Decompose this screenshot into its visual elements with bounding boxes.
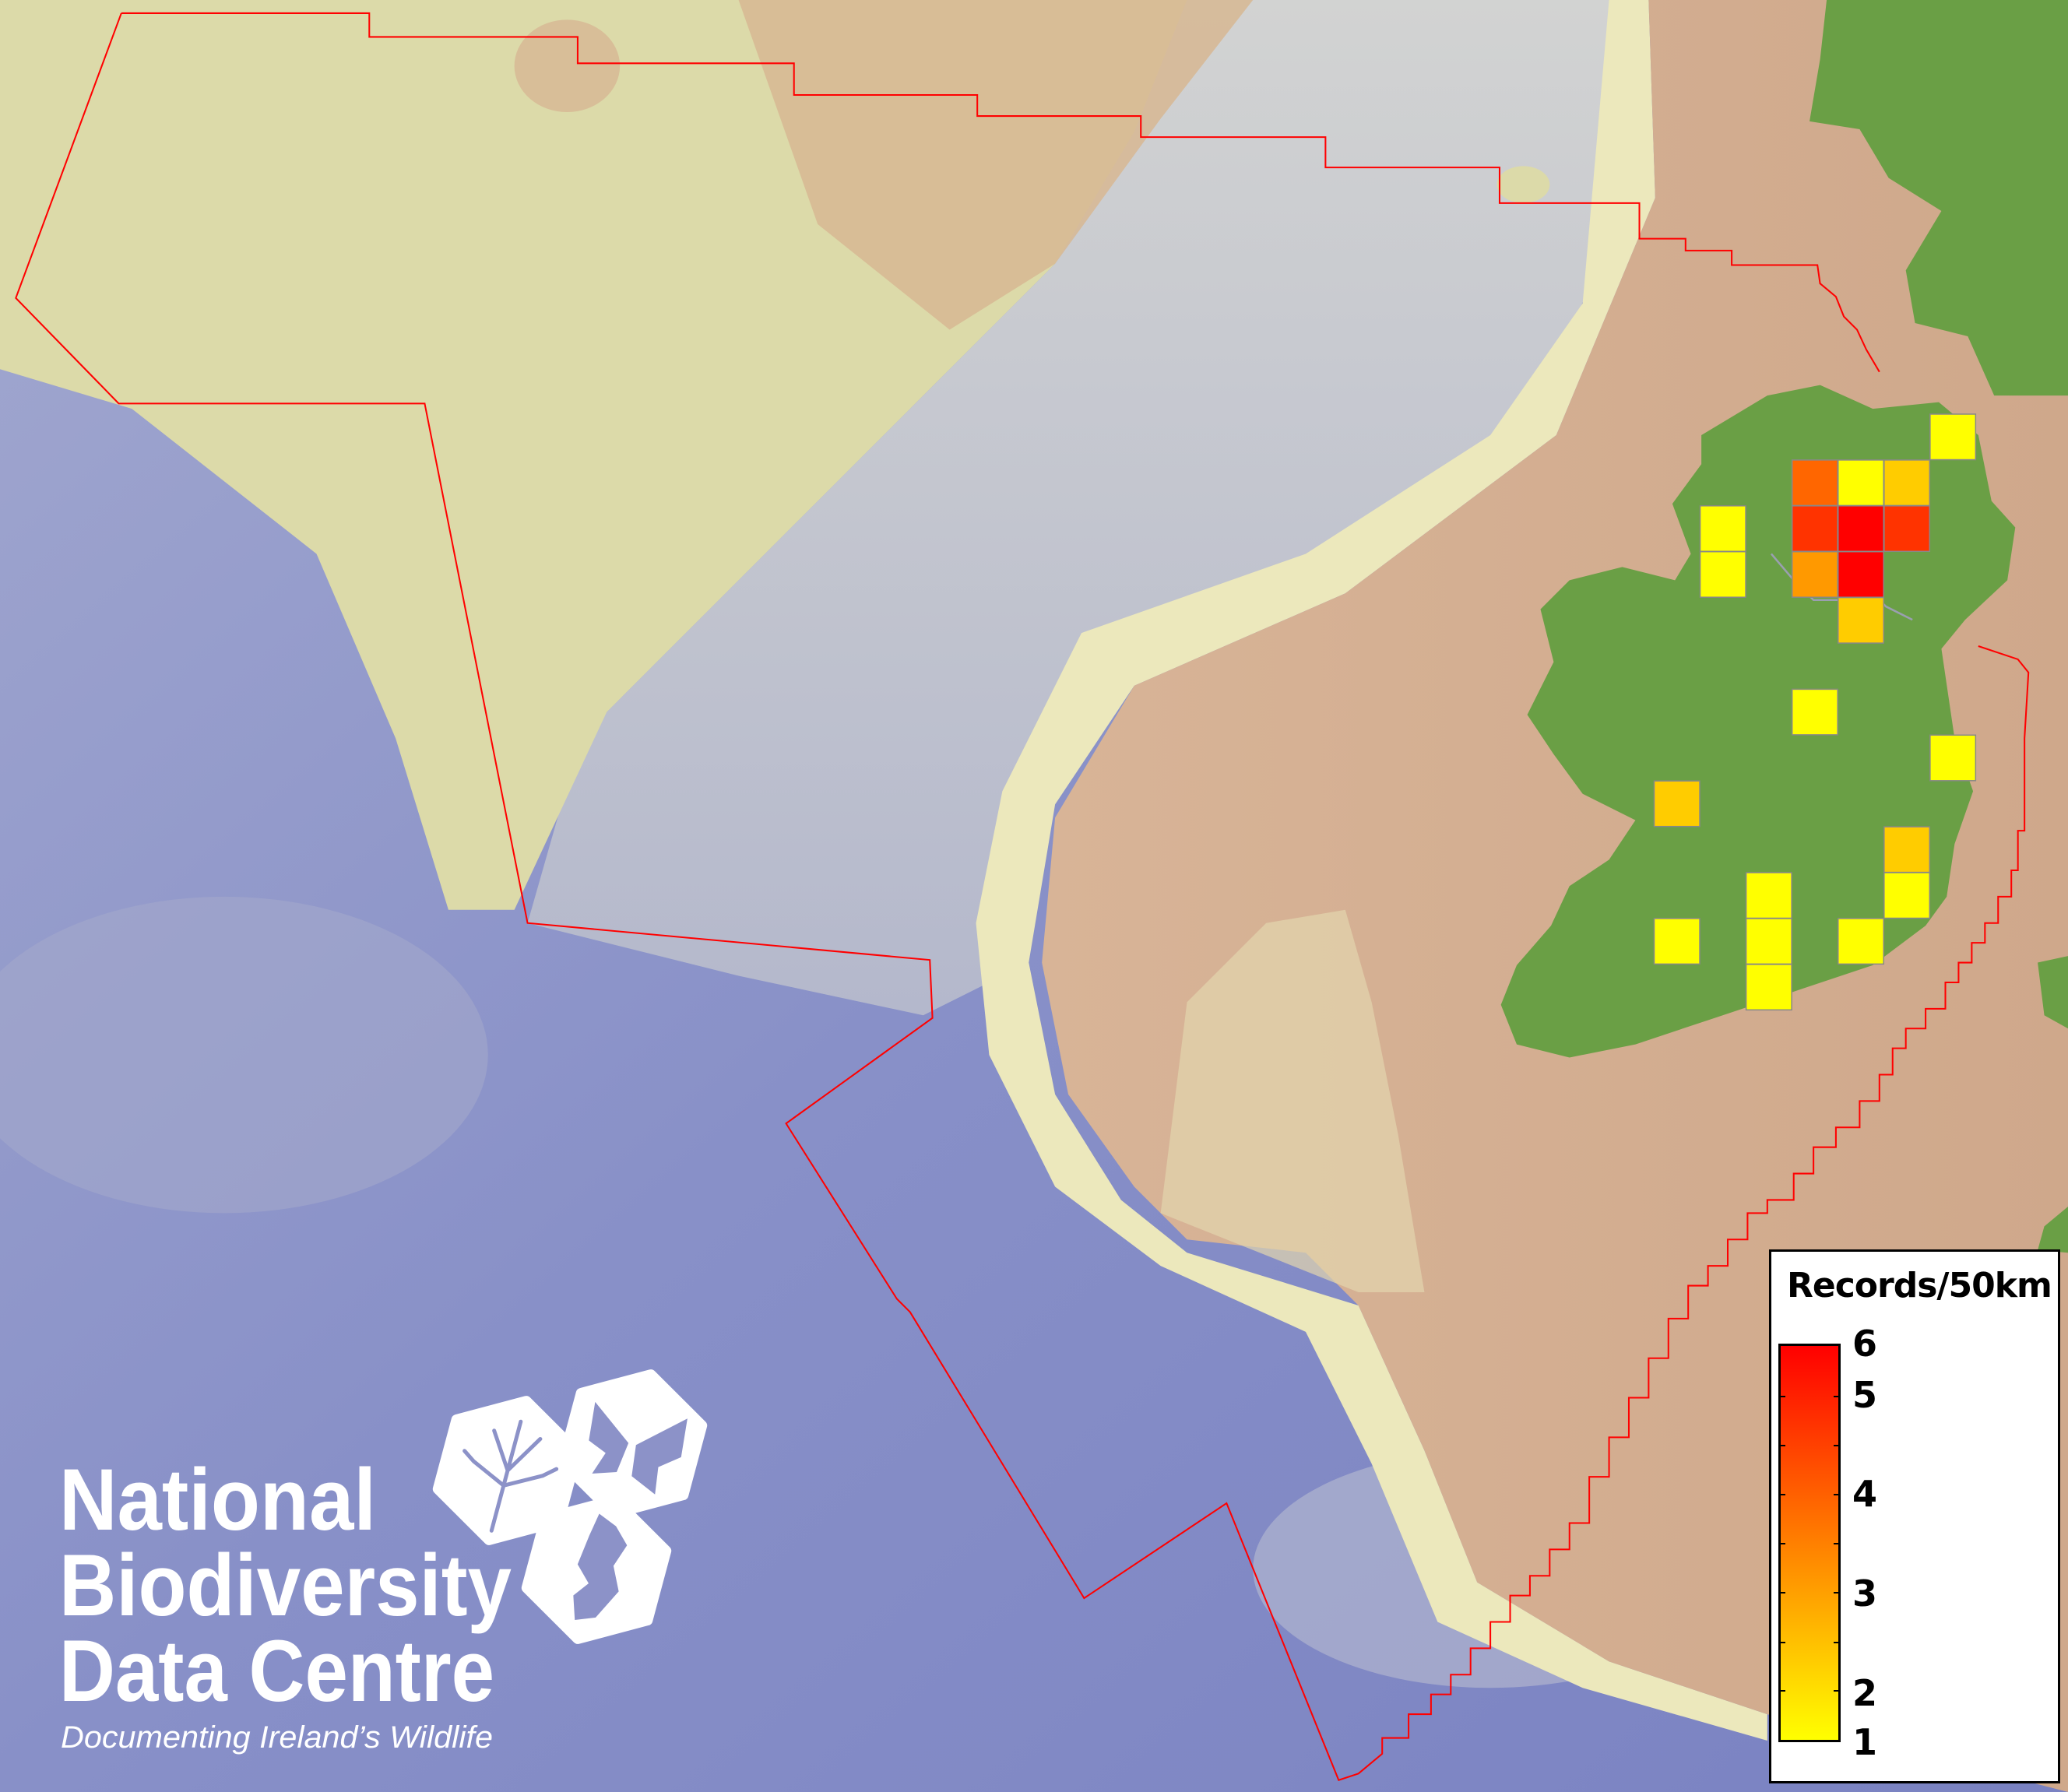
grid-cell [1791, 505, 1838, 553]
grid-cell [1837, 550, 1884, 598]
grid-cell [1883, 826, 1931, 873]
nbdc-logo: National Biodiversity Data Centre Docume… [59, 1369, 708, 1755]
plateau-shallows [514, 19, 621, 112]
logo-line-national: National [59, 1451, 376, 1548]
grid-cell [1791, 550, 1838, 598]
continental-slope [527, 0, 1642, 1016]
grid-cell [1653, 918, 1700, 965]
legend-label: 1 [1852, 1721, 1878, 1763]
grid-cell [1699, 505, 1746, 553]
grid-cell [1745, 872, 1792, 919]
boundary-line [15, 12, 2030, 1782]
scotland-landmass [1810, 0, 2068, 396]
records-grid [1653, 413, 1977, 1011]
grid-cell [1791, 688, 1838, 736]
landmass-fragment [2038, 1206, 2068, 1253]
legend-title: Records/50km [1787, 1266, 2052, 1305]
grid-cell [1883, 505, 1931, 553]
grid-cell [1699, 550, 1746, 598]
legend-label: 2 [1852, 1671, 1878, 1714]
grid-cell [1745, 918, 1792, 965]
grid-cell [1929, 734, 1977, 782]
legend-color-bar [1778, 1344, 1841, 1742]
porcupine-seabight [1160, 909, 1425, 1293]
seamount-ridge [0, 896, 488, 1214]
legend: Records/50km 6 5 4 3 2 1 [1769, 1249, 2060, 1783]
grid-cell [1837, 918, 1884, 965]
grid-cell [1929, 413, 1977, 461]
plateau-shallows [738, 0, 1254, 330]
grid-cell [1791, 459, 1838, 507]
grid-cell [1653, 780, 1700, 827]
grid-cell [1837, 596, 1884, 644]
legend-label: 3 [1852, 1572, 1878, 1615]
logo-line-data-centre: Data Centre [59, 1622, 494, 1720]
logo-tagline: Documenting Ireland’s Wildlife [61, 1720, 493, 1755]
grid-cell [1837, 459, 1884, 507]
grid-cell [1745, 964, 1792, 1011]
bank [1496, 166, 1550, 203]
landmass-fragment [2038, 956, 2068, 1029]
grid-cell [1883, 872, 1931, 919]
grid-cell [1837, 505, 1884, 553]
continental-shelf-edge [976, 0, 1767, 1741]
grid-cell [1883, 459, 1931, 507]
butterfly-icon [557, 1369, 708, 1519]
legend-label: 4 [1852, 1473, 1878, 1516]
seahorse-icon [521, 1495, 672, 1644]
legend-label: 5 [1852, 1373, 1878, 1416]
tree-icon [432, 1396, 583, 1545]
logo-line-biodiversity: Biodiversity [59, 1537, 512, 1634]
legend-label: 6 [1852, 1323, 1878, 1365]
